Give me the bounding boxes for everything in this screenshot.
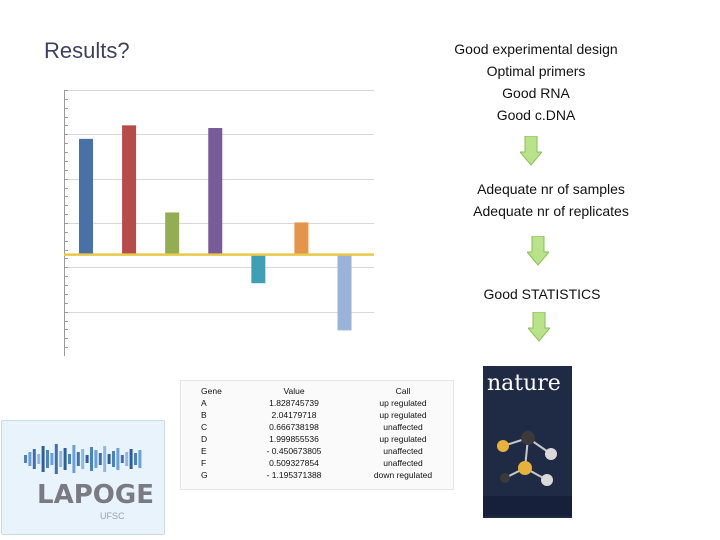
logo-sequence-mark: [32, 449, 36, 469]
bar-A: [79, 138, 93, 255]
journal-title: nature: [487, 371, 561, 396]
cell-call: up regulated: [379, 434, 427, 444]
logo-sequence-mark: [129, 449, 133, 469]
cell-value: 0.666738198: [269, 422, 319, 432]
cell-value: 1.828745739: [269, 398, 319, 408]
header-call: Call: [395, 386, 411, 396]
cell-gene: D: [201, 434, 208, 444]
header-value: Value: [283, 386, 305, 396]
logo-sequence-mark: [63, 448, 67, 470]
cell-gene: C: [201, 422, 208, 432]
cell-gene: A: [201, 398, 207, 408]
logo-sequence-mark: [50, 453, 54, 465]
cell-call: unaffected: [383, 422, 423, 432]
req-line: Optimal primers: [486, 63, 586, 79]
down-arrow-icon: [528, 312, 550, 342]
logo-sequence-mark: [94, 450, 98, 468]
req-line: Good RNA: [502, 85, 570, 101]
table-row: A 1.828745739 up regulated: [181, 397, 453, 409]
cell-value: - 0.450673805: [266, 446, 322, 456]
logo-sequence-mark: [72, 445, 76, 473]
cell-call: unaffected: [383, 458, 423, 468]
logo-sequence-mark: [120, 455, 124, 463]
bar-C: [165, 212, 180, 255]
logo-sequence-mark: [41, 446, 45, 472]
logo-name: LAPOGE: [37, 480, 154, 510]
logo-sequence-mark: [116, 448, 120, 470]
cell-value: 1.999855536: [269, 434, 319, 444]
cell-call: up regulated: [379, 398, 427, 408]
bar-E: [251, 254, 266, 284]
logo-sequence-mark: [112, 451, 115, 467]
bar-chart-svg: [64, 90, 374, 356]
logo-sequence-mark: [37, 454, 41, 464]
requirements-block-1: Good experimental design Optimal primers…: [436, 38, 636, 126]
logo-sequence-mark: [59, 451, 63, 467]
logo-sequence-mark: [46, 450, 49, 468]
cell-call: down regulated: [373, 470, 433, 480]
logo-sequence-mark: [98, 453, 102, 465]
lapoge-logo: [1, 420, 165, 535]
logo-sequence-mark: [138, 450, 142, 468]
bar-chart: [64, 90, 374, 356]
logo-sequence-mark: [28, 452, 32, 466]
table-header-row: Gene Value Call: [181, 385, 453, 397]
table-row: B 2.04179718 up regulated: [181, 409, 453, 421]
logo-subtitle: UFSC: [100, 511, 125, 521]
cell-call: up regulated: [379, 410, 427, 420]
logo-sequence-mark: [107, 454, 111, 464]
dna-sequence-icon: [24, 444, 142, 474]
req-line: Good c.DNA: [496, 107, 576, 123]
cell-gene: E: [201, 446, 207, 456]
requirements-block-2: Adequate nr of samples Adequate nr of re…: [446, 178, 656, 222]
cell-value: - 1.195371388: [266, 470, 322, 480]
bar-D: [208, 128, 223, 255]
table-row: D 1.999855536 up regulated: [181, 433, 453, 445]
logo-sequence-mark: [134, 453, 137, 465]
cell-value: 2.04179718: [271, 410, 317, 420]
table-row: G - 1.195371388 down regulated: [181, 469, 453, 481]
logo-sequence-mark: [125, 452, 129, 466]
req-line: Adequate nr of samples: [477, 181, 625, 197]
slide-title: Results?: [44, 38, 130, 63]
results-table: Gene Value Call A 1.828745739 up regulat…: [180, 380, 454, 490]
cell-gene: B: [201, 410, 207, 420]
header-gene: Gene: [201, 386, 222, 396]
logo-sequence-mark: [81, 449, 85, 469]
logo-sequence-mark: [76, 452, 80, 466]
req-line: Good experimental design: [454, 41, 618, 57]
molecule-icon: [483, 431, 572, 516]
bar-B: [122, 125, 137, 255]
logo-sequence-mark: [103, 446, 107, 472]
req-line: Good STATISTICS: [483, 286, 601, 302]
cell-call: unaffected: [383, 446, 423, 456]
logo-sequence-mark: [24, 455, 27, 463]
requirements-block-3: Good STATISTICS: [472, 283, 612, 305]
cell-gene: F: [201, 458, 207, 468]
logo-sequence-mark: [54, 444, 58, 474]
cell-value: 0.509327854: [269, 458, 319, 468]
nature-journal-cover: nature: [483, 366, 572, 518]
table-row: E - 0.450673805 unaffected: [181, 445, 453, 457]
down-arrow-icon: [520, 136, 542, 166]
down-arrow-icon: [527, 236, 549, 266]
table-row: C 0.666738198 unaffected: [181, 421, 453, 433]
logo-sequence-mark: [68, 454, 71, 464]
req-line: Adequate nr of replicates: [473, 203, 629, 219]
bar-G: [337, 254, 352, 331]
table-row: F 0.509327854 unaffected: [181, 457, 453, 469]
logo-sequence-mark: [85, 455, 89, 463]
cell-gene: G: [201, 470, 208, 480]
bar-F: [294, 222, 309, 255]
logo-sequence-mark: [90, 447, 93, 471]
